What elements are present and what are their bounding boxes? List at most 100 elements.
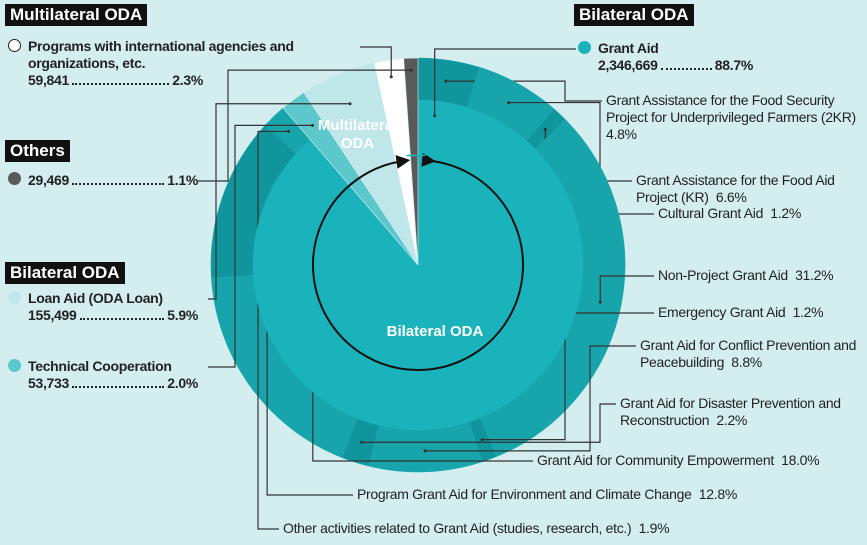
legend-icon <box>578 41 591 54</box>
leader-line <box>482 312 654 441</box>
sub-percent: 1.2% <box>792 304 824 320</box>
legend-icon <box>8 291 21 304</box>
sub-name: Grant Assistance for the Food Aid Projec… <box>636 172 835 205</box>
sub-label: Cultural Grant Aid 1.2% <box>658 205 801 222</box>
category-name: Loan Aid (ODA Loan) <box>8 290 198 307</box>
sub-label: Non-Project Grant Aid 31.2% <box>658 267 834 284</box>
leader-line <box>425 345 636 452</box>
dots <box>72 183 165 185</box>
category-name: Programs with international agencies and… <box>8 38 363 72</box>
sub-name: Grant Aid for Conflict Prevention and Pe… <box>640 337 857 370</box>
sub-label: Grant Assistance for the Food Aid Projec… <box>636 172 861 206</box>
leader-line <box>257 130 289 530</box>
category-name-text: Loan Aid (ODA Loan) <box>28 290 163 306</box>
sub-name: Grant Aid for Disaster Prevention and Re… <box>620 395 841 428</box>
sub-percent: 1.2% <box>770 205 802 221</box>
sub-label: Emergency Grant Aid 1.2% <box>658 304 824 321</box>
legend-icon <box>8 359 21 372</box>
leader-line <box>208 103 351 300</box>
percent: 2.3% <box>172 72 203 88</box>
leader-line <box>360 46 392 77</box>
amount: 2,346,669 <box>598 57 658 73</box>
sub-percent: 6.6% <box>715 189 747 205</box>
leader-dot <box>409 68 413 72</box>
sub-name: Grant Assistance for the Food Security P… <box>606 92 856 125</box>
sub-label: Other activities related to Grant Aid (s… <box>283 520 670 537</box>
amount-row: 53,733 2.0% <box>28 375 198 392</box>
category-name-text: Programs with international agencies and… <box>28 38 294 71</box>
center-label: Multilateral ODA <box>317 117 398 152</box>
sub-label: Program Grant Aid for Environment and Cl… <box>357 486 737 503</box>
amount: 53,733 <box>28 375 70 391</box>
amount: 59,841 <box>28 72 70 88</box>
percent: 88.7% <box>714 57 754 73</box>
leader-dot <box>480 438 484 442</box>
legend-icon <box>8 39 21 52</box>
leader-dot <box>598 300 602 304</box>
header: Multilateral ODA <box>5 4 148 26</box>
leader-dot <box>507 101 511 105</box>
sub-name: Cultural Grant Aid <box>658 205 764 221</box>
amount-row: 59,841 2.3% <box>28 72 203 89</box>
sub-percent: 12.8% <box>698 486 738 502</box>
sub-percent: 31.2% <box>795 267 834 283</box>
leader-dot <box>360 440 364 444</box>
percent: 2.0% <box>167 375 198 391</box>
leader-dot <box>287 129 291 133</box>
sub-percent: 8.8% <box>731 354 762 370</box>
category-name: Technical Cooperation <box>8 358 198 375</box>
center-label: Bilateral ODA <box>386 323 484 340</box>
category-label: Grant Aid 2,346,669 88.7% <box>578 40 753 74</box>
dots <box>72 83 170 85</box>
sub-percent: 1.9% <box>638 520 670 536</box>
sub-percent: 18.0% <box>781 452 820 468</box>
sub-name: Grant Aid for Community Empowerment <box>537 452 774 468</box>
leader-line <box>434 48 576 116</box>
category-name: Grant Aid <box>578 40 753 57</box>
category-label: 29,469 1.1% <box>8 172 198 189</box>
header: Others <box>5 140 70 162</box>
leader-dot <box>433 114 437 118</box>
header: Bilateral ODA <box>5 262 125 284</box>
leader-dot <box>543 127 547 131</box>
dots <box>72 386 165 388</box>
leader-dot <box>348 102 352 106</box>
amount-row: 29,469 1.1% <box>8 172 198 189</box>
leader-line <box>361 403 616 443</box>
category-name-text: Grant Aid <box>598 40 659 56</box>
leader-line <box>208 124 313 368</box>
category-label: Loan Aid (ODA Loan) 155,499 5.9% <box>8 290 198 324</box>
dots <box>660 68 712 70</box>
category-name-text: Technical Cooperation <box>28 358 172 374</box>
leader-dot <box>310 123 314 127</box>
dots <box>79 318 165 320</box>
leader-dot <box>423 449 427 453</box>
sub-label: Grant Assistance for the Food Security P… <box>606 92 864 143</box>
sub-label: Grant Aid for Disaster Prevention and Re… <box>620 395 842 429</box>
percent: 1.1% <box>167 172 198 188</box>
amount-row: 155,499 5.9% <box>28 307 198 324</box>
sub-percent: 4.8% <box>606 126 637 142</box>
sub-label: Grant Aid for Community Empowerment 18.0… <box>537 452 820 469</box>
amount: 155,499 <box>28 307 77 323</box>
leader-dot <box>389 75 393 79</box>
amount: 29,469 <box>28 172 70 188</box>
percent: 5.9% <box>167 307 198 323</box>
sub-name: Emergency Grant Aid <box>658 304 786 320</box>
sub-name: Non-Project Grant Aid <box>658 267 788 283</box>
category-label: Technical Cooperation 53,733 2.0% <box>8 358 198 392</box>
sub-percent: 2.2% <box>716 412 748 428</box>
amount-row: 2,346,669 88.7% <box>598 57 753 74</box>
sub-label: Grant Aid for Conflict Prevention and Pe… <box>640 337 862 371</box>
leader-line <box>198 69 412 182</box>
category-label: Programs with international agencies and… <box>8 38 363 89</box>
sub-name: Program Grant Aid for Environment and Cl… <box>357 486 692 502</box>
leader-line <box>508 101 632 182</box>
legend-icon <box>8 172 21 185</box>
flow-arrow <box>312 152 524 371</box>
leader-dot <box>444 79 448 83</box>
sub-name: Other activities related to Grant Aid (s… <box>283 520 632 536</box>
leader-line <box>599 275 654 303</box>
